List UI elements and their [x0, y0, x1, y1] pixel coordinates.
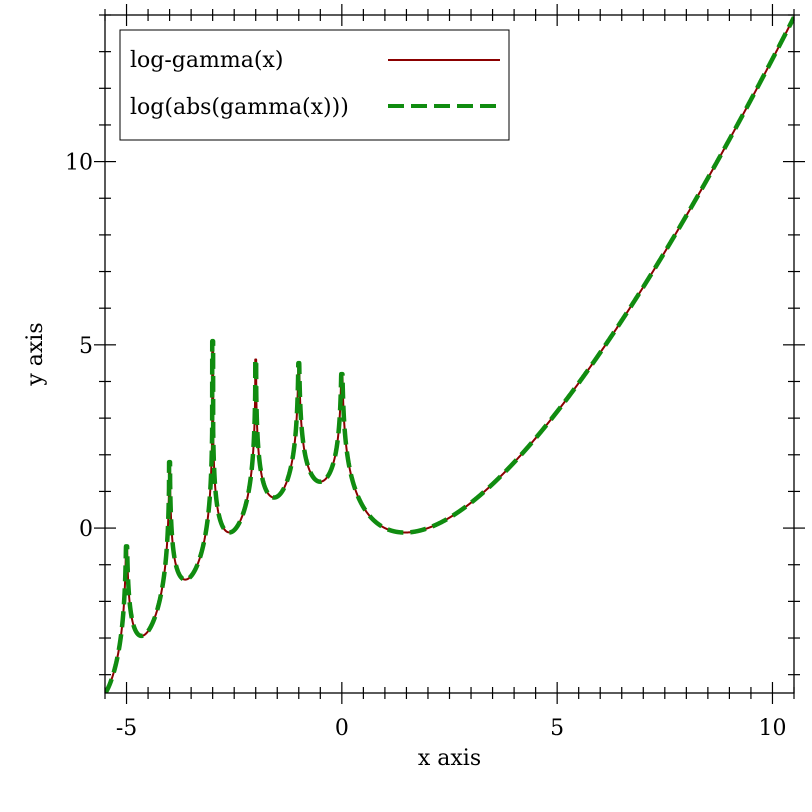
x-tick-label: 10: [758, 716, 786, 741]
curves-layer: [105, 15, 794, 693]
y-axis-label: y axis: [23, 322, 48, 386]
y-tick-label: 10: [65, 151, 93, 176]
x-tick-label: -5: [116, 716, 137, 741]
axis-ticks: [94, 4, 805, 704]
legend-label-log-abs-gamma: log(abs(gamma(x))): [130, 95, 349, 120]
x-tick-label: 0: [335, 716, 349, 741]
legend: log-gamma(x) log(abs(gamma(x))): [119, 29, 510, 141]
series-line-log-abs-gamma: [105, 15, 794, 693]
legend-box: [119, 29, 510, 141]
x-tick-label: 5: [550, 716, 564, 741]
legend-label-log-gamma: log-gamma(x): [130, 48, 283, 73]
tick-labels: -5 0 5 10 0 5 10: [65, 151, 786, 741]
x-axis-label: x axis: [418, 746, 481, 771]
y-tick-label: 5: [79, 334, 93, 359]
y-tick-label: 0: [79, 517, 93, 542]
